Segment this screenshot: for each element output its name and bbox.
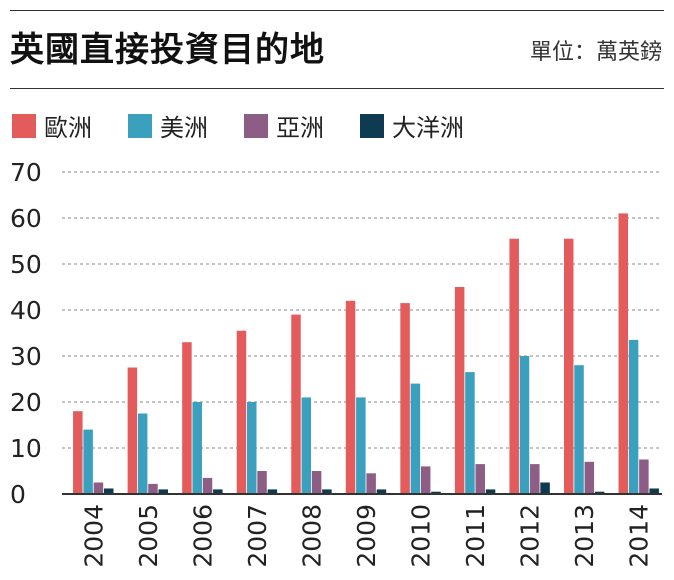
unit-label: 單位：萬英鎊 — [529, 40, 662, 65]
bar-europe — [618, 213, 629, 494]
legend-swatch-asia — [244, 113, 268, 138]
top-rule — [10, 10, 664, 11]
bar-asia — [420, 466, 431, 494]
bar-asia — [584, 461, 595, 494]
y-tick-label: 70 — [10, 158, 42, 187]
x-tick-label: 2012 — [516, 504, 545, 568]
legend-item-europe: 歐洲 — [12, 108, 92, 143]
bar-oceania — [594, 491, 605, 494]
bar-americas — [301, 397, 312, 494]
legend-item-americas: 美洲 — [128, 108, 208, 143]
legend-label-europe: 歐洲 — [44, 114, 92, 142]
bar-americas — [465, 372, 475, 494]
bar-europe — [73, 411, 83, 494]
x-tick-label: 2008 — [297, 504, 326, 568]
bar-americas — [628, 339, 639, 494]
bar-asia — [530, 464, 540, 494]
bar-asia — [639, 459, 649, 494]
legend-swatch-americas — [128, 113, 152, 138]
bar-oceania — [649, 488, 659, 494]
x-tick-label: 2010 — [407, 504, 436, 568]
bar-europe — [509, 238, 519, 494]
bar-americas — [137, 413, 148, 494]
x-tick-label: 2013 — [570, 504, 599, 568]
bar-asia — [311, 471, 322, 494]
y-tick-label: 40 — [10, 296, 42, 325]
legend-swatch-europe — [12, 113, 36, 138]
bar-oceania — [376, 489, 387, 494]
legend-item-asia: 亞洲 — [244, 108, 324, 143]
bar-europe — [400, 303, 410, 494]
bar-americas — [192, 402, 202, 494]
title-rule — [10, 88, 664, 89]
bar-oceania — [485, 489, 496, 494]
bar-oceania — [213, 489, 223, 494]
bar-americas — [247, 402, 257, 494]
bar-americas — [83, 429, 93, 494]
y-tick-label: 0 — [10, 480, 26, 509]
legend-label-asia: 亞洲 — [276, 114, 324, 142]
x-tick-label: 2006 — [188, 504, 217, 568]
x-tick-label: 2009 — [352, 504, 381, 568]
y-tick-label: 20 — [10, 388, 42, 417]
bar-europe — [291, 314, 301, 494]
bar-europe — [182, 342, 192, 494]
bar-oceania — [158, 489, 169, 494]
bar-europe — [127, 367, 138, 494]
x-tick-label: 2014 — [625, 504, 654, 568]
bar-oceania — [540, 482, 550, 494]
bar-asia — [148, 483, 158, 494]
x-tick-label: 2011 — [461, 504, 490, 568]
bar-asia — [257, 471, 267, 494]
bar-europe — [345, 300, 356, 494]
bar-americas — [519, 356, 530, 494]
bar-europe — [563, 238, 574, 494]
legend: 歐洲 美洲 亞洲 大洋洲 — [12, 108, 500, 143]
x-tick-label: 2007 — [243, 504, 272, 568]
legend-item-oceania: 大洋洲 — [360, 108, 464, 143]
bar-oceania — [431, 491, 441, 494]
bar-oceania — [267, 489, 278, 494]
bar-asia — [93, 482, 104, 494]
chart-title: 英國直接投資目的地 — [10, 30, 325, 70]
y-tick-label: 60 — [10, 204, 42, 233]
bar-oceania — [103, 488, 114, 494]
bar-europe — [236, 330, 247, 494]
y-tick-label: 10 — [10, 434, 42, 463]
y-tick-label: 30 — [10, 342, 42, 371]
bar-asia — [202, 477, 213, 494]
bar-americas — [356, 397, 366, 494]
bar-asia — [366, 473, 376, 494]
bar-europe — [454, 287, 465, 494]
bar-asia — [475, 464, 485, 494]
legend-label-oceania: 大洋洲 — [392, 114, 464, 142]
x-tick-label: 2005 — [134, 504, 163, 568]
bar-oceania — [322, 489, 332, 494]
legend-swatch-oceania — [360, 113, 384, 138]
bar-americas — [574, 365, 584, 494]
bar-americas — [410, 383, 421, 494]
x-tick-label: 2004 — [79, 504, 108, 568]
legend-label-americas: 美洲 — [160, 114, 208, 142]
y-tick-label: 50 — [10, 250, 42, 279]
